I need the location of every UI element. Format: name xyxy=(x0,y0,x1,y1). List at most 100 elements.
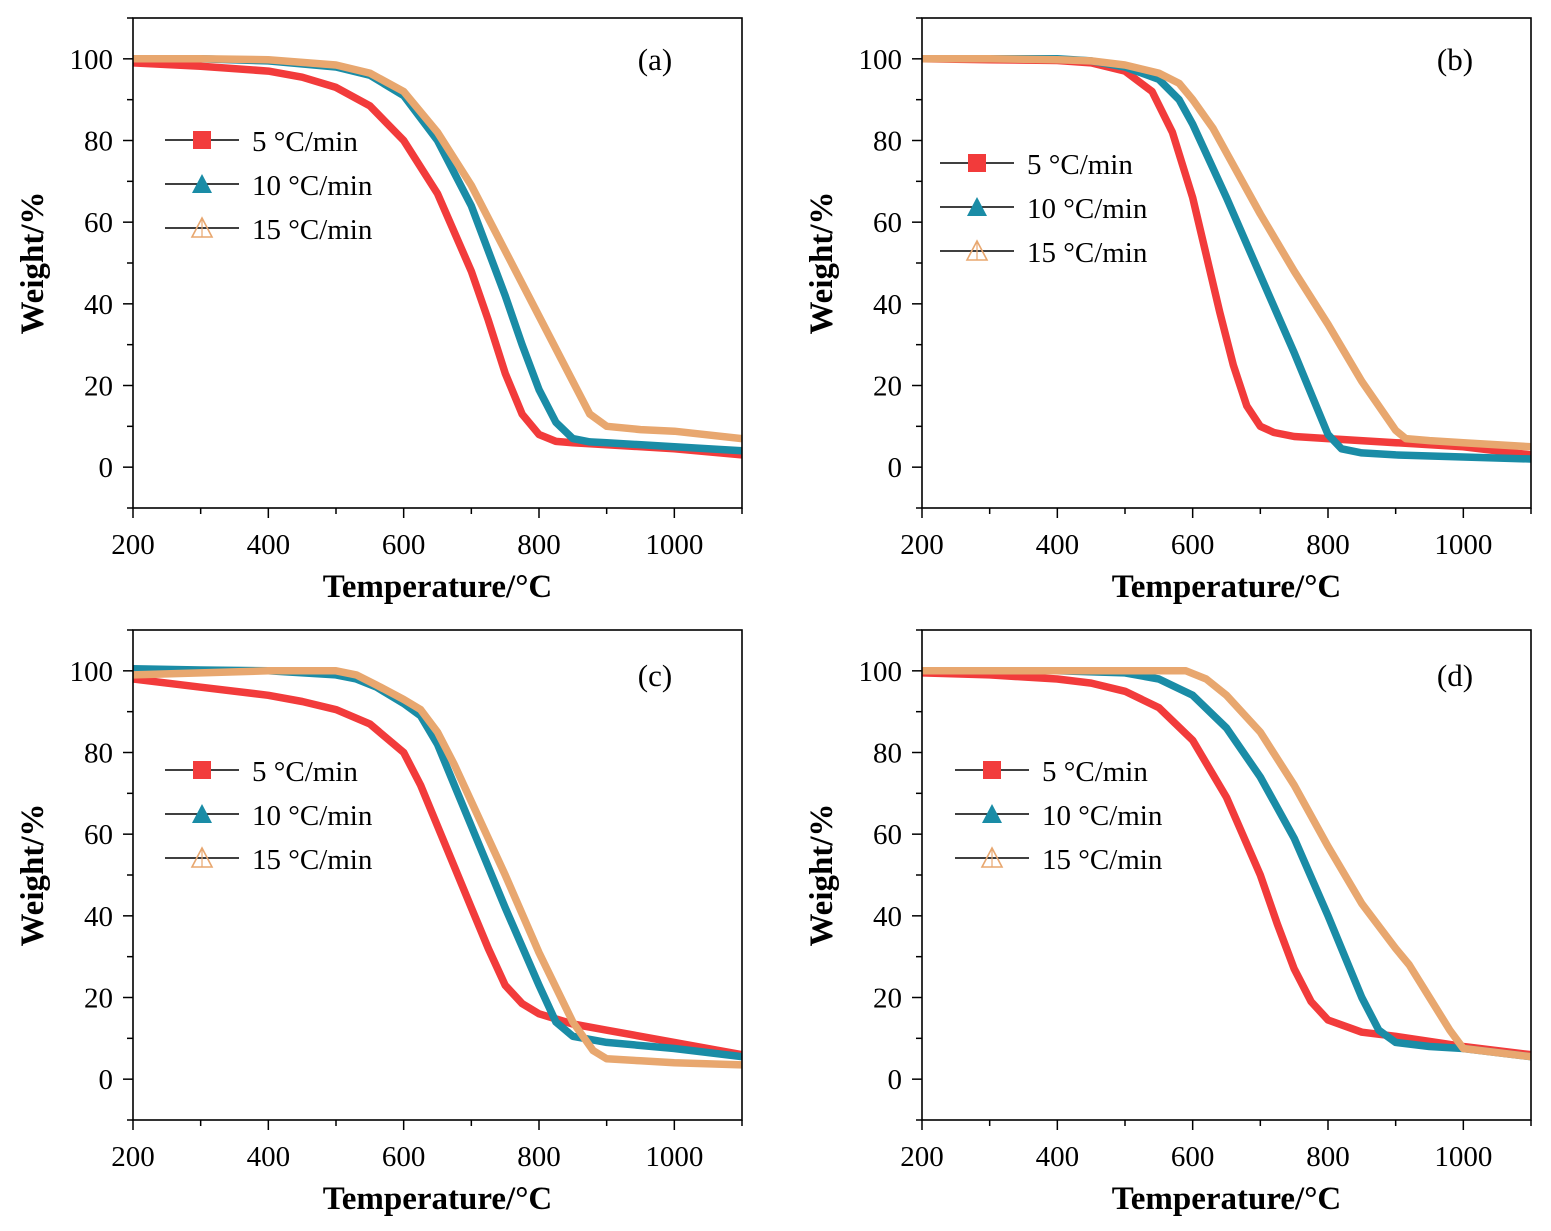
legend-label: 10 °C/min xyxy=(1027,193,1148,225)
y-tick-label: 40 xyxy=(84,289,113,321)
legend-label: 10 °C/min xyxy=(252,170,373,202)
x-axis-title: Temperature/°C xyxy=(323,569,553,605)
y-tick-label: 0 xyxy=(888,1064,903,1096)
y-tick-label: 60 xyxy=(873,207,902,239)
y-tick-label: 60 xyxy=(84,819,113,851)
x-tick-label: 600 xyxy=(382,1141,426,1173)
series-line-2 xyxy=(133,55,742,455)
panel-3: 200 400 600 800 1000 0 20 40 60 80 100 Temperature/… xyxy=(15,629,743,1217)
panel-1: 200 400 600 800 1000 0 20 40 60 80 100 Temperature/… xyxy=(15,17,743,605)
legend-entry-1: 5 °C/min xyxy=(955,756,1148,788)
series-line-1 xyxy=(133,59,742,459)
x-tick-label: 800 xyxy=(1306,1141,1350,1173)
legend-entry-1: 5 °C/min xyxy=(940,149,1133,181)
x-tick-label: 400 xyxy=(1036,529,1080,561)
panel-label: (d) xyxy=(1437,658,1473,693)
y-tick-label: 80 xyxy=(873,738,902,770)
series-line-3 xyxy=(922,667,1531,1061)
series-line-3 xyxy=(133,55,742,443)
legend-label: 10 °C/min xyxy=(1042,800,1163,832)
x-tick-label: 1000 xyxy=(1434,529,1492,561)
y-tick-label: 20 xyxy=(873,983,902,1015)
legend-entry-1: 5 °C/min xyxy=(165,126,358,158)
x-tick-label: 1000 xyxy=(1434,1141,1492,1173)
legend-entry-1: 5 °C/min xyxy=(165,756,358,788)
series-line-3 xyxy=(922,55,1531,451)
series-line-2 xyxy=(922,667,1531,1061)
x-tick-label: 200 xyxy=(111,529,155,561)
y-tick-label: 100 xyxy=(859,656,903,688)
x-axis-title: Temperature/°C xyxy=(1112,569,1342,605)
legend-entry-2: 10 °C/min xyxy=(940,193,1148,225)
legend-entry-3: 15 °C/min xyxy=(165,844,373,876)
y-tick-label: 80 xyxy=(84,738,113,770)
x-axis-title: Temperature/°C xyxy=(323,1181,553,1217)
legend-label: 5 °C/min xyxy=(1027,149,1133,181)
legend-entry-2: 10 °C/min xyxy=(955,800,1163,832)
x-tick-label: 600 xyxy=(1171,1141,1215,1173)
y-tick-label: 40 xyxy=(873,289,902,321)
y-tick-label: 20 xyxy=(84,983,113,1015)
y-tick-label: 100 xyxy=(70,656,114,688)
x-tick-label: 1000 xyxy=(645,529,703,561)
legend-marker xyxy=(192,804,212,823)
panel-4: 200 400 600 800 1000 0 20 40 60 80 100 Temperature/… xyxy=(804,629,1532,1217)
y-tick-label: 20 xyxy=(84,371,113,403)
y-axis-title: Weight/% xyxy=(15,803,51,946)
x-tick-label: 200 xyxy=(900,529,944,561)
legend-label: 5 °C/min xyxy=(1042,756,1148,788)
legend-label: 15 °C/min xyxy=(252,214,373,246)
x-tick-label: 400 xyxy=(1036,1141,1080,1173)
x-tick-label: 400 xyxy=(247,1141,291,1173)
legend-label: 15 °C/min xyxy=(252,844,373,876)
y-tick-label: 100 xyxy=(859,44,903,76)
legend-entry-3: 15 °C/min xyxy=(955,844,1163,876)
x-tick-label: 800 xyxy=(1306,529,1350,561)
x-tick-label: 800 xyxy=(517,529,561,561)
x-tick-label: 600 xyxy=(382,529,426,561)
y-tick-label: 0 xyxy=(888,452,903,484)
y-axis-title: Weight/% xyxy=(804,803,840,946)
y-tick-label: 0 xyxy=(99,452,114,484)
x-tick-label: 200 xyxy=(900,1141,944,1173)
x-tick-label: 1000 xyxy=(645,1141,703,1173)
series-line-1 xyxy=(922,669,1531,1059)
y-tick-label: 0 xyxy=(99,1064,114,1096)
y-tick-label: 100 xyxy=(70,44,114,76)
legend-marker xyxy=(193,131,211,149)
y-tick-label: 80 xyxy=(873,126,902,158)
panel-label: (a) xyxy=(638,42,672,77)
series-line-1 xyxy=(922,55,1531,459)
x-tick-label: 400 xyxy=(247,529,291,561)
x-tick-label: 600 xyxy=(1171,529,1215,561)
legend-marker xyxy=(983,761,1001,779)
legend-marker xyxy=(967,197,987,216)
y-tick-label: 80 xyxy=(84,126,113,158)
series-line-3 xyxy=(133,667,742,1069)
plot-frame xyxy=(132,17,743,509)
x-axis-title: Temperature/°C xyxy=(1112,1181,1342,1217)
legend-label: 5 °C/min xyxy=(252,756,358,788)
y-tick-label: 60 xyxy=(873,819,902,851)
series-line-2 xyxy=(922,55,1531,463)
legend-marker xyxy=(193,761,211,779)
x-tick-label: 800 xyxy=(517,1141,561,1173)
y-tick-label: 60 xyxy=(84,207,113,239)
legend-label: 10 °C/min xyxy=(252,800,373,832)
x-tick-label: 200 xyxy=(111,1141,155,1173)
legend-entry-3: 15 °C/min xyxy=(940,237,1148,269)
legend-marker xyxy=(192,174,212,193)
legend-marker xyxy=(968,154,986,172)
y-tick-label: 40 xyxy=(84,901,113,933)
legend-label: 5 °C/min xyxy=(252,126,358,158)
legend-marker xyxy=(982,804,1002,823)
panel-label: (b) xyxy=(1437,42,1473,77)
panel-label: (c) xyxy=(638,658,672,693)
legend-label: 15 °C/min xyxy=(1042,844,1163,876)
y-axis-title: Weight/% xyxy=(15,191,51,334)
legend-label: 15 °C/min xyxy=(1027,237,1148,269)
legend-entry-2: 10 °C/min xyxy=(165,800,373,832)
plot-frame xyxy=(921,17,1532,509)
y-axis-title: Weight/% xyxy=(804,191,840,334)
